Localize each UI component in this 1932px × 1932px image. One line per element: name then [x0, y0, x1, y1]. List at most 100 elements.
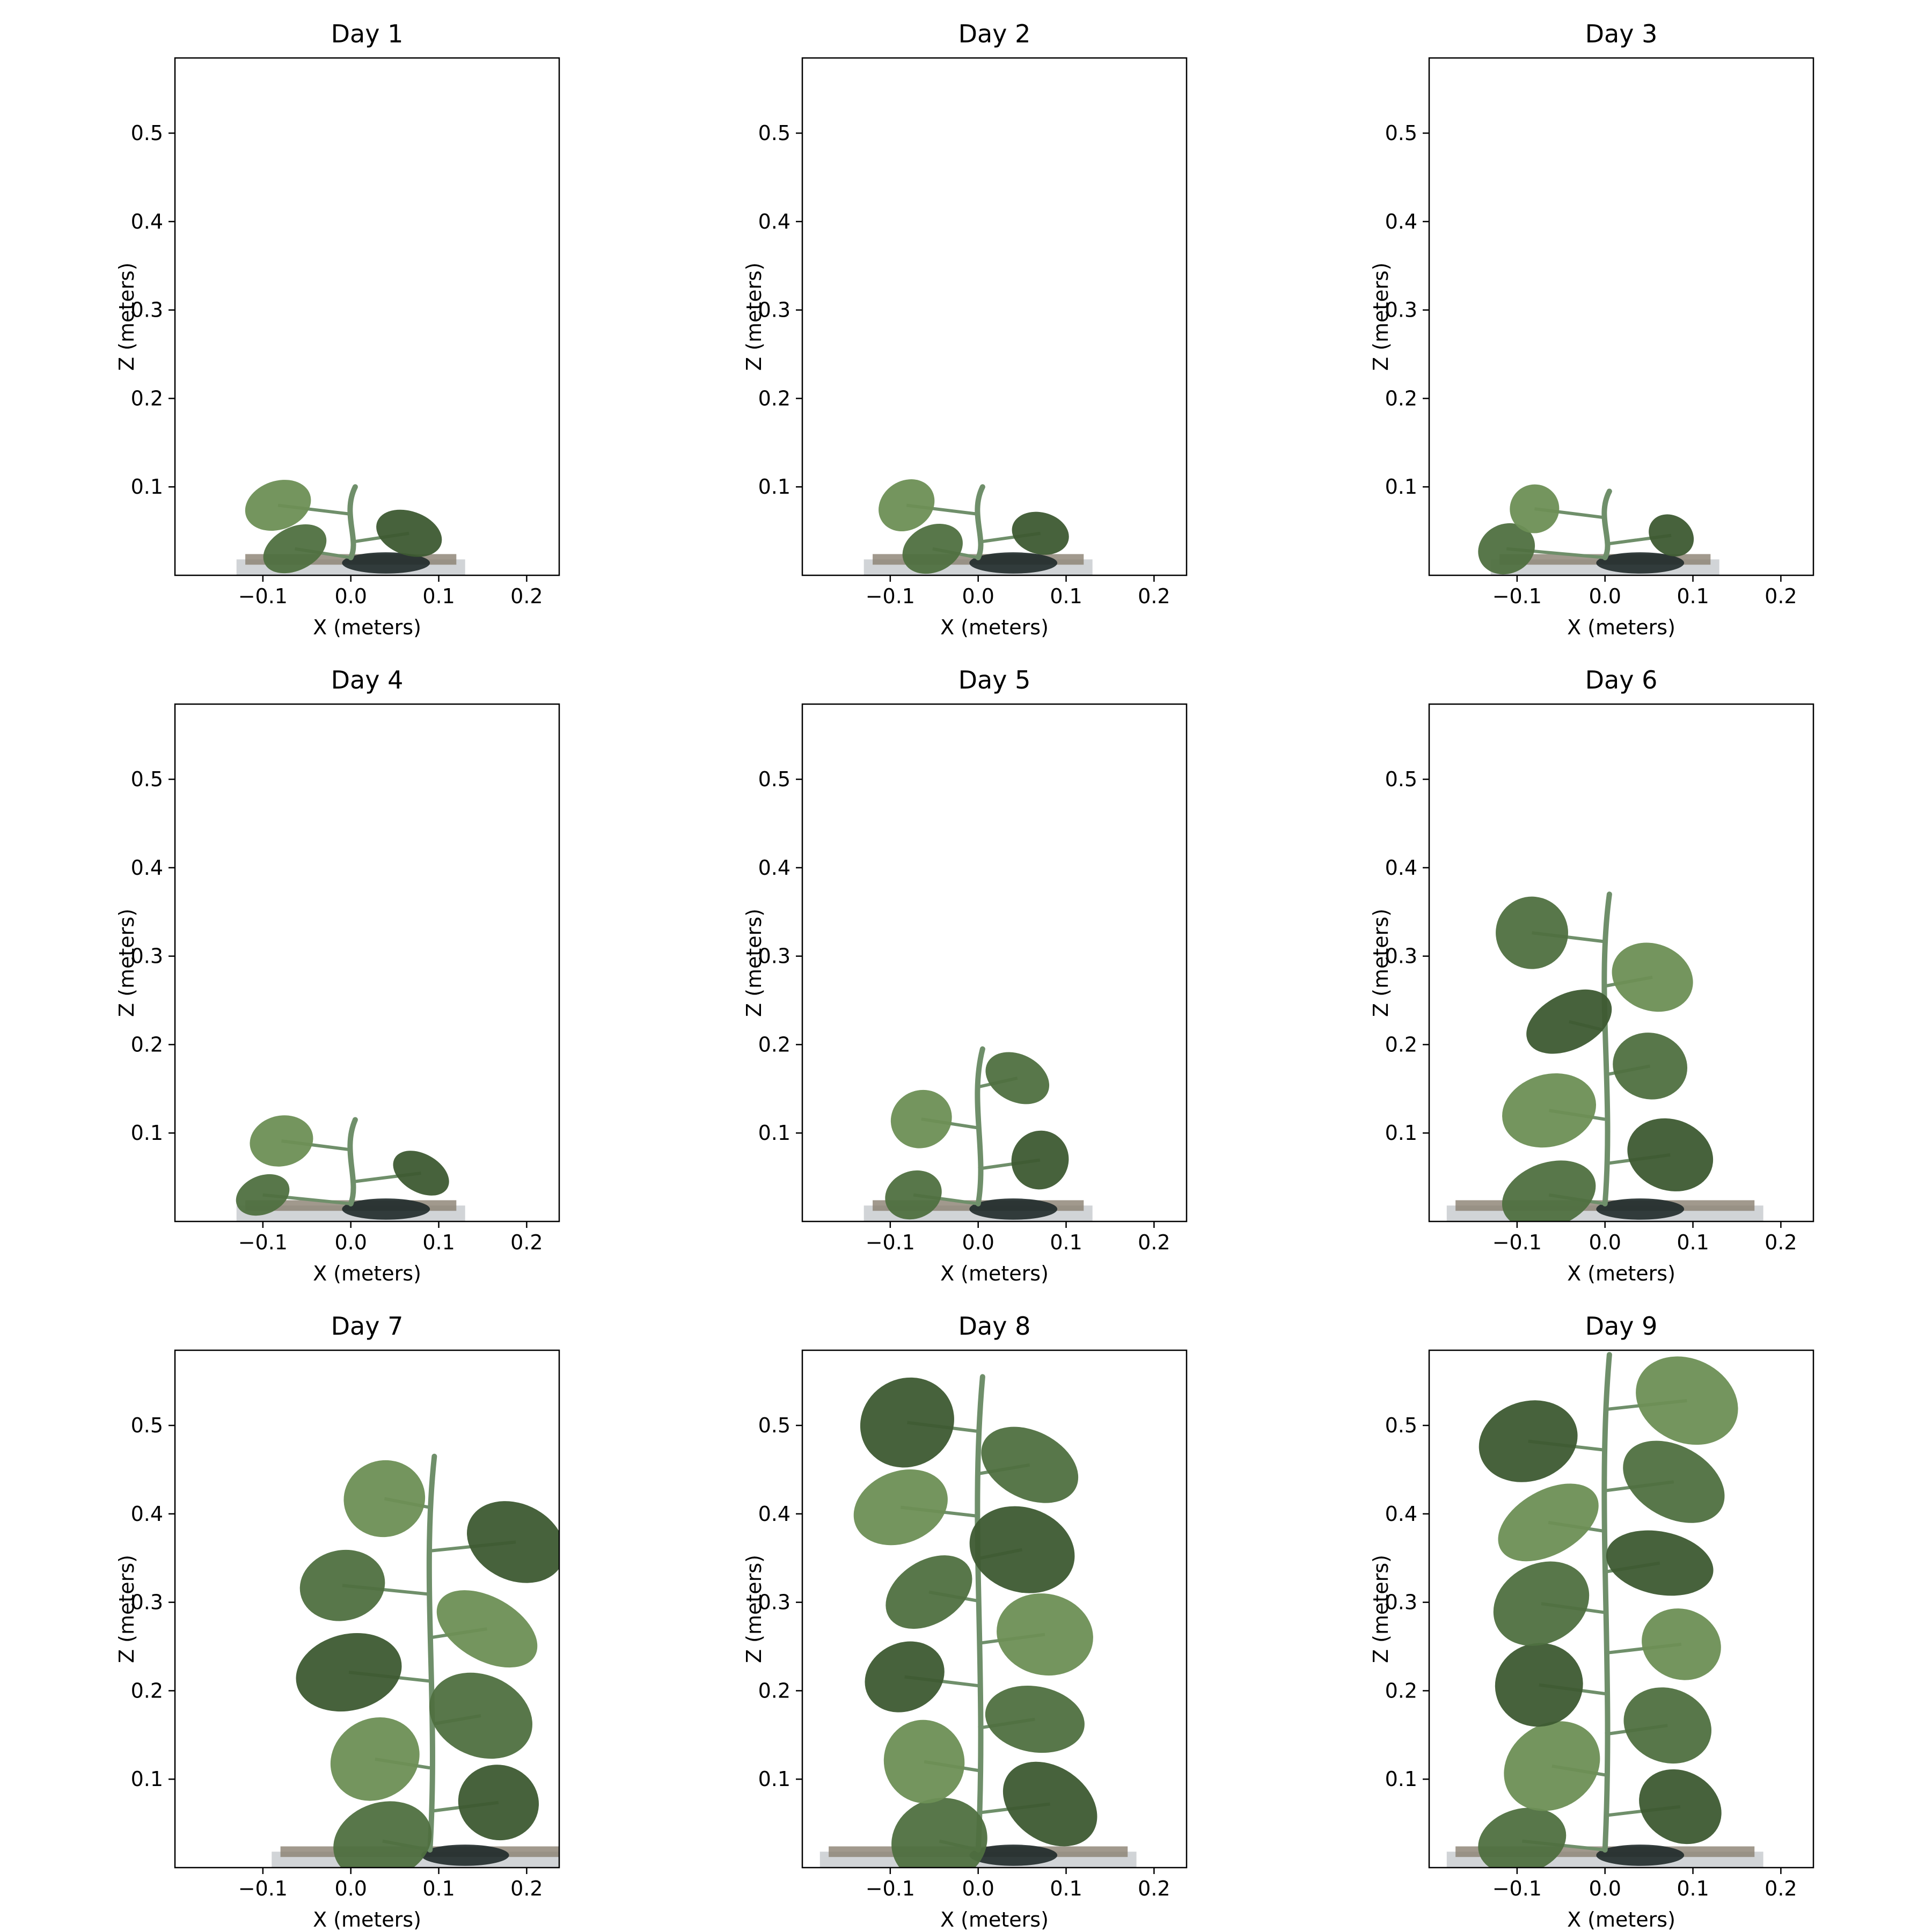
plant-stem [426, 1453, 437, 1853]
x-tick-label: 0.0 [334, 584, 367, 608]
leaf [1011, 1130, 1069, 1190]
x-tick-label: 0.1 [1050, 584, 1082, 608]
leaf [879, 479, 935, 532]
leaf [263, 524, 327, 574]
x-tick-label: 0.2 [1765, 1231, 1797, 1254]
leaf [997, 1593, 1093, 1676]
y-tick-label: 0.1 [131, 1767, 163, 1791]
x-tick-label: 0.2 [1765, 584, 1797, 608]
leaf [330, 1717, 420, 1801]
x-tick-label: 0.2 [1138, 584, 1170, 608]
leaf [1493, 1561, 1590, 1646]
x-tick-label: 0.1 [1050, 1231, 1082, 1254]
y-tick-label: 0.2 [758, 1033, 791, 1056]
leaf [245, 480, 311, 531]
panel-day-4: Day 4 −0.1 0.0 0.1 0.2 0.1 0.2 0.3 0.4 0.5 X (me… [0, 646, 590, 1285]
y-tick-label: 0.1 [758, 1121, 791, 1145]
x-axis-label: X (meters) [1567, 1908, 1675, 1931]
y-tick-label: 0.4 [758, 210, 791, 233]
plant-stem [975, 484, 985, 561]
y-tick-label: 0.5 [131, 767, 163, 791]
x-tick-label: 0.2 [510, 1877, 543, 1900]
leaf [458, 1765, 539, 1841]
leaf [333, 1801, 432, 1868]
leaf [1478, 1807, 1567, 1868]
x-tick-label: 0.1 [422, 1231, 455, 1254]
x-tick-label: −0.1 [1492, 1877, 1542, 1900]
x-tick-label: 0.1 [422, 584, 455, 608]
dark-soil-patch [1596, 552, 1685, 574]
panel-title: Day 5 [958, 665, 1031, 694]
y-axis-label: Z (meters) [1369, 1555, 1393, 1663]
plot-svg: −0.1 0.0 0.1 0.2 0.1 0.2 0.3 0.4 0.5 [131, 1349, 560, 1900]
panel-day-9: Day 9 −0.1 0.0 0.1 0.2 0.1 0.2 0.3 0.4 0.5 X (me… [1254, 1292, 1845, 1931]
plant-stem [975, 1046, 985, 1207]
dark-soil-patch [342, 1198, 430, 1220]
y-tick-label: 0.2 [131, 1679, 163, 1702]
y-tick-label: 0.5 [131, 1414, 163, 1437]
x-tick-label: −0.1 [238, 1231, 288, 1254]
panel-day-3: Day 3 −0.1 0.0 0.1 0.2 0.1 0.2 0.3 0.4 0.5 X (me… [1254, 0, 1845, 639]
dark-soil-patch [969, 1198, 1058, 1220]
x-tick-label: 0.0 [1589, 1231, 1621, 1254]
x-tick-label: 0.1 [1050, 1877, 1082, 1900]
leaf [981, 1426, 1079, 1503]
x-tick-label: 0.1 [1677, 584, 1709, 608]
y-tick-label: 0.3 [131, 945, 163, 968]
y-tick-label: 0.1 [758, 1767, 791, 1791]
x-axis-label: X (meters) [313, 616, 421, 639]
leaf [299, 1549, 385, 1621]
leaf [1612, 942, 1693, 1012]
panel-day-2: Day 2 −0.1 0.0 0.1 0.2 0.1 0.2 0.3 0.4 0.5 X (me… [627, 0, 1218, 639]
y-axis-label: Z (meters) [115, 1555, 138, 1663]
leaf [467, 1501, 559, 1583]
y-tick-label: 0.4 [758, 856, 791, 880]
y-tick-label: 0.4 [1385, 1502, 1417, 1526]
y-tick-label: 0.4 [131, 856, 163, 880]
panel-day-8: Day 8 −0.1 0.0 0.1 0.2 0.1 0.2 0.3 0.4 0.5 X (me… [627, 1292, 1218, 1931]
plant-point-cloud [1446, 891, 1763, 1221]
leaf [885, 1170, 942, 1220]
y-tick-label: 0.4 [758, 1502, 791, 1526]
x-axis-label: X (meters) [940, 616, 1049, 639]
x-axis-label: X (meters) [940, 1908, 1049, 1931]
leaf [376, 509, 442, 557]
leaf [1639, 1769, 1722, 1845]
x-tick-label: 0.0 [962, 584, 994, 608]
x-tick-label: 0.0 [1589, 584, 1621, 608]
plot-svg: −0.1 0.0 0.1 0.2 0.1 0.2 0.3 0.4 0.5 [758, 57, 1188, 608]
panel-title: Day 8 [958, 1312, 1031, 1341]
y-tick-label: 0.3 [758, 945, 791, 968]
leaf [1649, 514, 1694, 557]
plot-svg: −0.1 0.0 0.1 0.2 0.1 0.2 0.3 0.4 0.5 [758, 703, 1188, 1254]
leaf [296, 1633, 402, 1712]
dark-soil-patch [421, 1845, 509, 1866]
x-tick-label: 0.1 [1677, 1231, 1709, 1254]
x-tick-label: 0.1 [1677, 1877, 1709, 1900]
y-tick-label: 0.4 [1385, 210, 1417, 233]
plant-stem [347, 1117, 358, 1207]
axes-frame [1428, 703, 1814, 1223]
x-tick-label: −0.1 [238, 584, 288, 608]
axes-frame [1428, 57, 1814, 576]
leaf [1613, 1033, 1688, 1100]
y-tick-label: 0.4 [131, 1502, 163, 1526]
y-tick-label: 0.2 [131, 1033, 163, 1056]
plot-svg: −0.1 0.0 0.1 0.2 0.1 0.2 0.3 0.4 0.5 [758, 1349, 1188, 1900]
y-tick-label: 0.3 [758, 1591, 791, 1614]
y-tick-label: 0.1 [1385, 475, 1417, 499]
leaf [1498, 1483, 1599, 1562]
x-tick-label: 0.2 [1138, 1231, 1170, 1254]
plant-point-cloud [272, 1453, 559, 1868]
plant-point-cloud [819, 1374, 1137, 1868]
plot-svg: −0.1 0.0 0.1 0.2 0.1 0.2 0.3 0.4 0.5 [1385, 57, 1814, 608]
leaf [1623, 1687, 1711, 1764]
axes-frame [174, 703, 560, 1223]
dark-soil-patch [969, 1845, 1058, 1866]
panel-day-5: Day 5 −0.1 0.0 0.1 0.2 0.1 0.2 0.3 0.4 0.5 X (me… [627, 646, 1218, 1285]
plant-point-cloud [1478, 484, 1719, 575]
y-tick-label: 0.5 [1385, 1414, 1417, 1437]
leaf [1502, 1073, 1597, 1148]
plant-point-cloud [236, 1115, 465, 1221]
leaf [985, 1685, 1085, 1753]
